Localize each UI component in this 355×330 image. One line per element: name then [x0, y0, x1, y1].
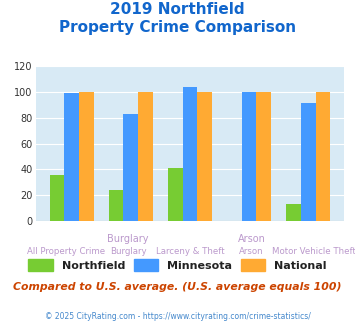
Bar	[138, 92, 153, 221]
Text: Motor Vehicle Theft: Motor Vehicle Theft	[272, 248, 355, 256]
Bar	[197, 92, 212, 221]
Text: © 2025 CityRating.com - https://www.cityrating.com/crime-statistics/: © 2025 CityRating.com - https://www.city…	[45, 312, 310, 321]
Bar	[286, 204, 301, 221]
Text: Burglary: Burglary	[108, 234, 149, 244]
Text: Property Crime Comparison: Property Crime Comparison	[59, 20, 296, 35]
Bar	[50, 175, 64, 221]
Text: Compared to U.S. average. (U.S. average equals 100): Compared to U.S. average. (U.S. average …	[13, 282, 342, 292]
Bar	[64, 93, 79, 221]
Legend: Northfield, Minnesota, National: Northfield, Minnesota, National	[24, 255, 331, 276]
Bar	[316, 92, 330, 221]
Text: Burglary: Burglary	[110, 248, 147, 256]
Bar	[182, 87, 197, 221]
Bar	[109, 190, 124, 221]
Bar	[79, 92, 94, 221]
Bar	[124, 114, 138, 221]
Text: 2019 Northfield: 2019 Northfield	[110, 2, 245, 16]
Bar	[242, 92, 256, 221]
Text: Larceny & Theft: Larceny & Theft	[155, 248, 224, 256]
Bar	[168, 168, 182, 221]
Text: All Property Crime: All Property Crime	[27, 248, 105, 256]
Text: Arson: Arson	[238, 234, 266, 244]
Text: Arson: Arson	[239, 248, 264, 256]
Bar	[256, 92, 271, 221]
Bar	[301, 104, 316, 221]
